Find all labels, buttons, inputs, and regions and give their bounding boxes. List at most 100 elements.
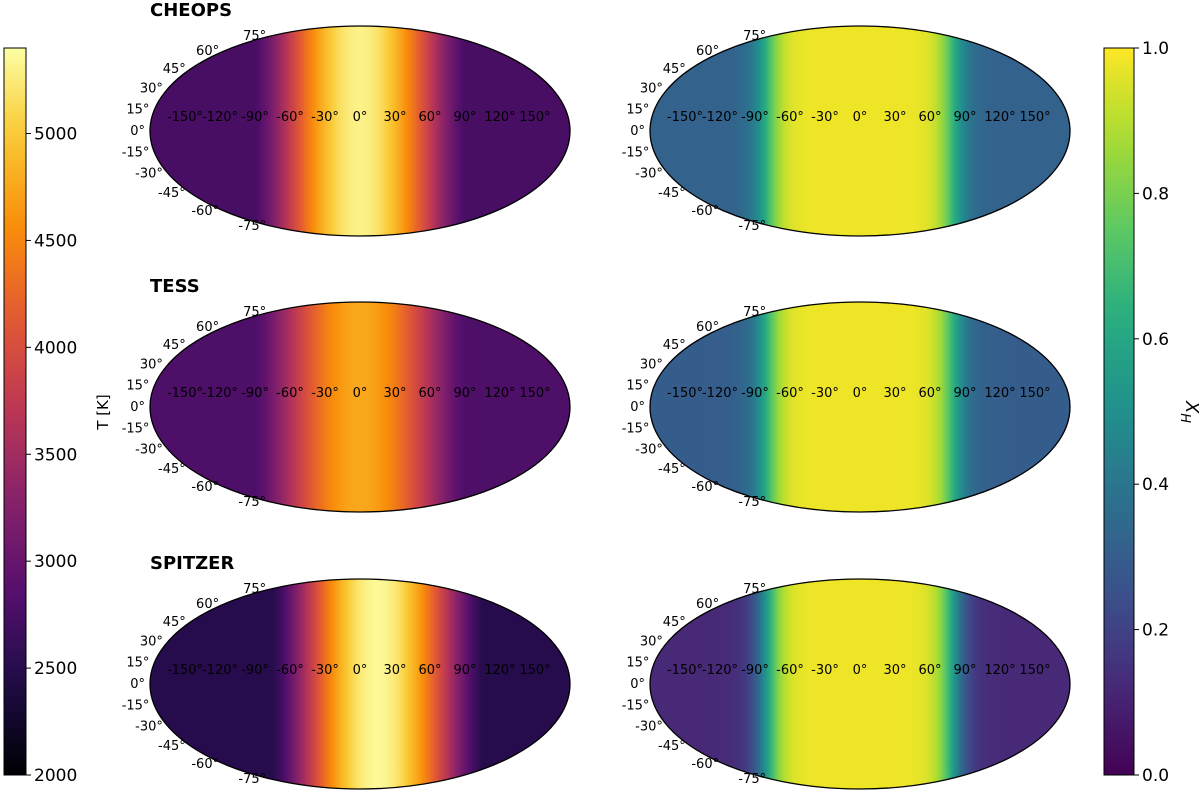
longitude-tick-label: 90° bbox=[453, 110, 476, 125]
panel-5-xh-map: -150°-120° -90° -60° -30° 0° 30° 60° 90° 120° 150… bbox=[622, 578, 1071, 790]
latitude-tick-label: 30° bbox=[640, 82, 663, 97]
longitude-tick-label: -30° bbox=[311, 663, 339, 678]
latitude-tick-label: -45° bbox=[658, 186, 686, 201]
longitude-tick-label: 30° bbox=[383, 386, 406, 401]
latitude-tick-label: -30° bbox=[635, 719, 663, 734]
temperature-colorbar-tick-label: 3500 bbox=[34, 445, 77, 465]
xh-colorbar-tick-label: 0.8 bbox=[1142, 184, 1169, 204]
longitude-tick-label: -60° bbox=[276, 110, 304, 125]
panel-1-xh-map: -150°-120° -90° -60° -30° 0° 30° 60° 90° 120° 150… bbox=[622, 25, 1071, 237]
latitude-tick-label: -15° bbox=[122, 421, 150, 436]
longitude-tick-label: 60° bbox=[918, 110, 941, 125]
latitude-tick-label: 75° bbox=[743, 305, 766, 320]
longitude-tick-label: 60° bbox=[418, 386, 441, 401]
longitude-tick-label: 0° bbox=[353, 663, 368, 678]
longitude-tick-label: 60° bbox=[418, 110, 441, 125]
latitude-tick-label: 75° bbox=[243, 29, 266, 44]
longitude-tick-label: 150° bbox=[519, 110, 550, 125]
latitude-tick-label: -45° bbox=[658, 462, 686, 477]
longitude-tick-label: -150° bbox=[667, 110, 703, 125]
longitude-tick-label: -90° bbox=[741, 110, 769, 125]
latitude-tick-label: 75° bbox=[243, 582, 266, 597]
longitude-tick-label: -120° bbox=[202, 663, 238, 678]
latitude-tick-label: -15° bbox=[622, 698, 650, 713]
panel-title: CHEOPS bbox=[150, 0, 232, 21]
panel-title: SPITZER bbox=[150, 553, 234, 574]
xh-colorbar-label: XH bbox=[1177, 400, 1200, 423]
latitude-tick-label: -45° bbox=[158, 739, 186, 754]
longitude-tick-label: -90° bbox=[741, 663, 769, 678]
longitude-tick-label: -90° bbox=[241, 386, 269, 401]
latitude-tick-label: -60° bbox=[191, 204, 219, 219]
latitude-tick-label: 15° bbox=[126, 103, 149, 118]
longitude-tick-label: 30° bbox=[883, 663, 906, 678]
longitude-tick-label: -150° bbox=[667, 663, 703, 678]
latitude-tick-label: 45° bbox=[163, 338, 186, 353]
temperature-colorbar-tick-label: 5000 bbox=[34, 125, 77, 145]
longitude-tick-label: 150° bbox=[1019, 663, 1050, 678]
longitude-tick-label: -30° bbox=[811, 663, 839, 678]
latitude-tick-label: 45° bbox=[663, 338, 686, 353]
longitude-tick-label: 60° bbox=[918, 663, 941, 678]
longitude-tick-label: -30° bbox=[811, 110, 839, 125]
panel-3-xh-map: -150°-120° -90° -60° -30° 0° 30° 60° 90° 120° 150… bbox=[622, 301, 1071, 513]
latitude-tick-label: 75° bbox=[743, 29, 766, 44]
longitude-tick-label: 90° bbox=[953, 110, 976, 125]
longitude-tick-label: -120° bbox=[202, 110, 238, 125]
latitude-tick-label: 45° bbox=[663, 62, 686, 77]
temperature-colorbar-tick-label: 4500 bbox=[34, 231, 77, 251]
latitude-tick-label: 0° bbox=[130, 677, 145, 692]
latitude-tick-label: 15° bbox=[626, 379, 649, 394]
temperature-colorbar-label: T [K] bbox=[94, 394, 112, 430]
longitude-tick-label: 0° bbox=[853, 386, 868, 401]
latitude-tick-label: -75° bbox=[738, 495, 766, 510]
longitude-tick-label: 150° bbox=[1019, 386, 1050, 401]
longitude-tick-label: -30° bbox=[311, 110, 339, 125]
longitude-tick-label: -60° bbox=[776, 110, 804, 125]
xh-colorbar-tick-label: 1.0 bbox=[1142, 39, 1169, 59]
latitude-tick-label: -15° bbox=[122, 145, 150, 160]
tess-temperature-map: TESS -150°-120° -90° -60° -30° 0° 30° 60° 90° 120… bbox=[122, 276, 571, 513]
temperature-colorbar-gradient bbox=[3, 47, 27, 776]
latitude-tick-label: -60° bbox=[691, 757, 719, 772]
map-ellipse bbox=[649, 301, 1071, 513]
latitude-tick-label: 75° bbox=[743, 582, 766, 597]
longitude-tick-label: 0° bbox=[853, 663, 868, 678]
latitude-tick-label: 60° bbox=[196, 44, 219, 59]
temperature-colorbar-tick-label: 2500 bbox=[34, 659, 77, 679]
latitude-tick-label: -75° bbox=[738, 772, 766, 787]
longitude-tick-label: -60° bbox=[276, 386, 304, 401]
latitude-tick-label: 60° bbox=[696, 320, 719, 335]
latitude-tick-label: 60° bbox=[696, 597, 719, 612]
map-ellipse bbox=[149, 301, 571, 513]
map-ellipse bbox=[149, 578, 571, 790]
longitude-tick-label: -60° bbox=[776, 386, 804, 401]
longitude-tick-label: 150° bbox=[519, 386, 550, 401]
temperature-colorbar-tick-label: 3000 bbox=[34, 552, 77, 572]
longitude-tick-label: -60° bbox=[276, 663, 304, 678]
longitude-tick-label: -150° bbox=[167, 110, 203, 125]
longitude-tick-label: -150° bbox=[667, 386, 703, 401]
xh-colorbar-gradient bbox=[1103, 47, 1135, 776]
map-ellipse bbox=[649, 25, 1071, 237]
latitude-tick-label: 30° bbox=[140, 358, 163, 373]
temperature-colorbar: 2000 2500 3000 3500 4000 4500 5000 T [K] bbox=[3, 47, 112, 786]
longitude-tick-label: 0° bbox=[353, 110, 368, 125]
latitude-tick-label: -30° bbox=[135, 442, 163, 457]
latitude-tick-label: 0° bbox=[130, 400, 145, 415]
longitude-tick-label: 0° bbox=[853, 110, 868, 125]
longitude-tick-label: -120° bbox=[702, 110, 738, 125]
latitude-tick-label: -75° bbox=[738, 219, 766, 234]
latitude-tick-label: -60° bbox=[691, 204, 719, 219]
latitude-tick-label: 15° bbox=[126, 379, 149, 394]
longitude-tick-label: 120° bbox=[484, 386, 515, 401]
latitude-tick-label: 45° bbox=[163, 615, 186, 630]
longitude-tick-label: -90° bbox=[241, 663, 269, 678]
longitude-tick-label: -120° bbox=[702, 386, 738, 401]
latitude-tick-label: -30° bbox=[635, 166, 663, 181]
longitude-tick-label: 120° bbox=[984, 110, 1015, 125]
longitude-tick-label: -90° bbox=[241, 110, 269, 125]
longitude-tick-label: -30° bbox=[811, 386, 839, 401]
longitude-tick-label: 60° bbox=[418, 663, 441, 678]
